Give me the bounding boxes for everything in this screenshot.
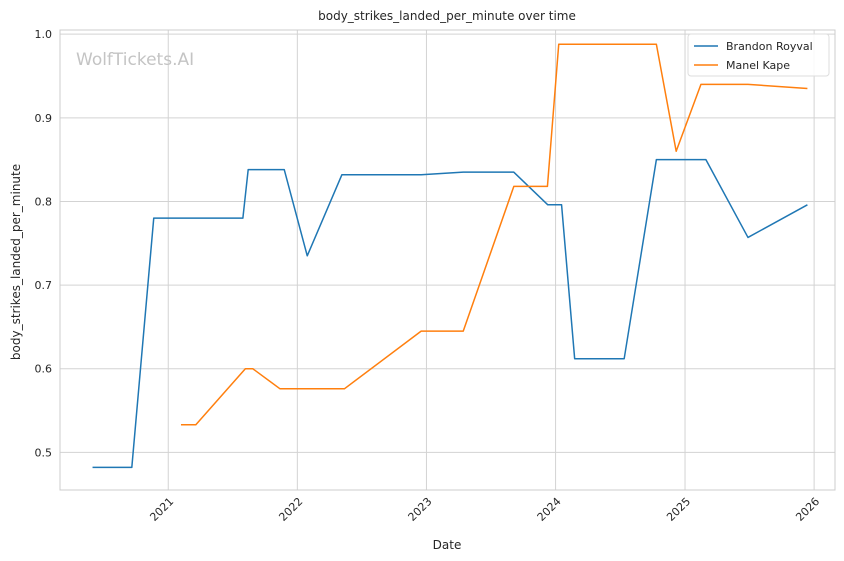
y-tick-label: 0.5 (35, 446, 53, 459)
legend-label: Manel Kape (726, 59, 790, 72)
y-tick-label: 0.8 (35, 195, 53, 208)
grid-lines (60, 30, 835, 490)
series-line-brandon-royval (92, 158, 808, 469)
plot-border (59, 29, 836, 491)
series-layer (92, 43, 808, 469)
legend-box (687, 33, 830, 77)
y-tick-label: 1.0 (35, 28, 53, 41)
x-axis-label: Date (433, 538, 462, 552)
y-tick-label: 0.9 (35, 112, 53, 125)
y-axis-label: body_strikes_landed_per_minute (9, 164, 23, 360)
legend: Brandon Royval Manel Kape (687, 33, 830, 77)
y-tick-label: 0.6 (35, 363, 53, 376)
y-tick-label: 0.7 (35, 279, 53, 292)
chart-title: body_strikes_landed_per_minute over time (318, 9, 576, 23)
legend-label: Brandon Royval (726, 40, 813, 53)
series-line-manel-kape (180, 43, 808, 426)
watermark-text: WolfTickets.AI (76, 50, 194, 70)
axes-frame (59, 29, 836, 491)
